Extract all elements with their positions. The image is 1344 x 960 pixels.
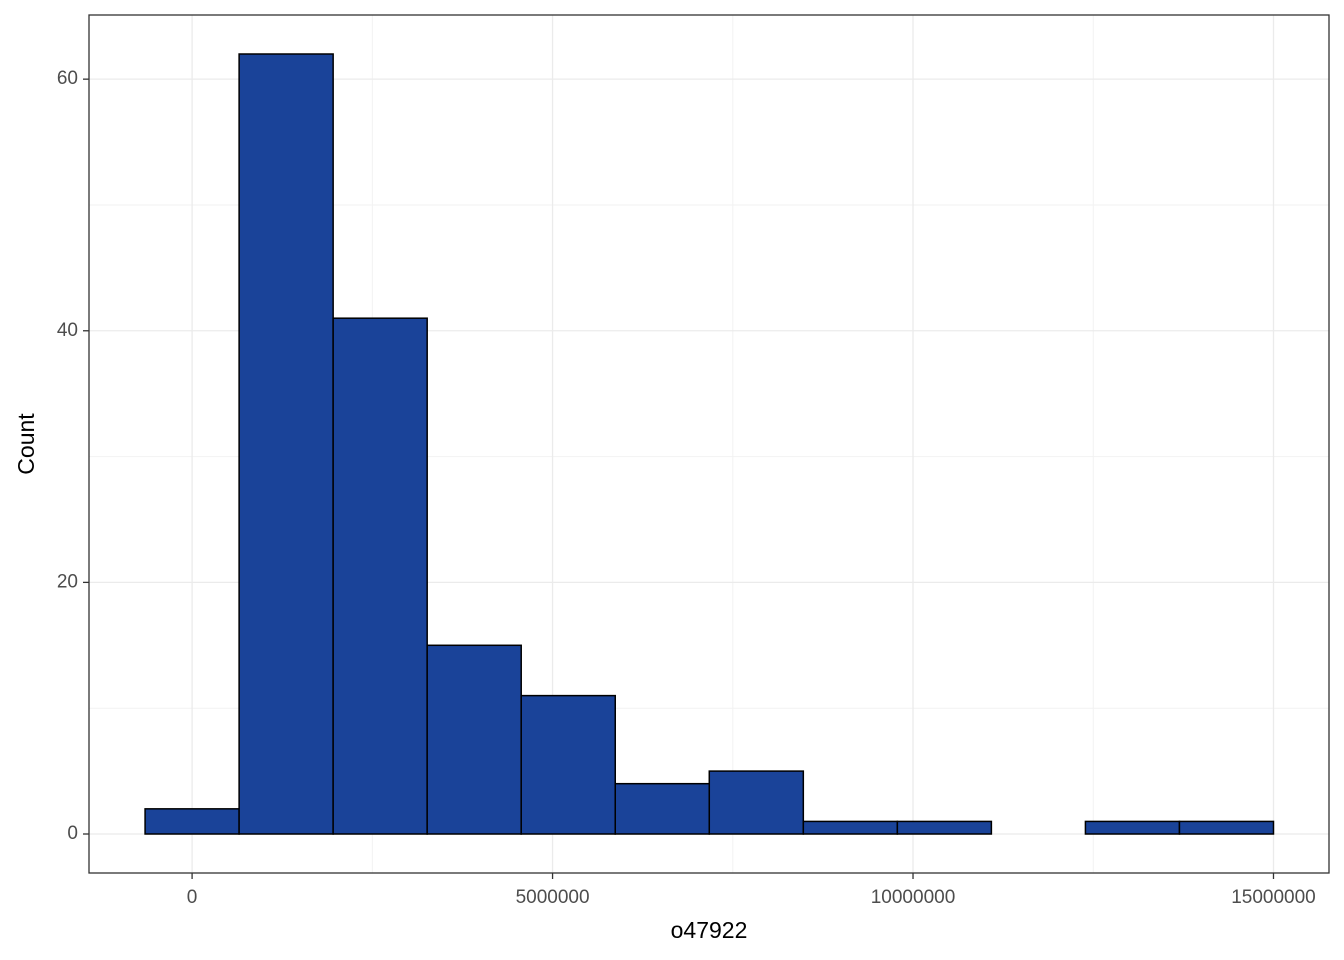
bar <box>708 770 805 835</box>
x-tick-label: 5000000 <box>516 887 590 908</box>
x-tick-label: 0 <box>187 887 198 908</box>
bar <box>1084 820 1181 835</box>
x-axis-title: o47922 <box>671 917 748 943</box>
y-axis-title: Count <box>13 413 39 475</box>
bar <box>426 644 522 835</box>
y-tick-label: 0 <box>67 823 78 844</box>
y-tick-label: 60 <box>57 68 78 89</box>
x-tick-label: 10000000 <box>871 887 956 908</box>
bar <box>614 782 711 835</box>
bar <box>332 317 428 835</box>
y-tick-label: 20 <box>57 571 78 592</box>
x-tick-label: 15000000 <box>1231 887 1316 908</box>
panel-border <box>88 14 1330 874</box>
y-tick-label: 40 <box>57 320 78 341</box>
bar <box>896 820 993 835</box>
bar <box>802 820 899 835</box>
bar <box>144 808 240 835</box>
bar <box>238 53 334 835</box>
bar <box>1178 820 1275 835</box>
bar <box>520 694 616 835</box>
